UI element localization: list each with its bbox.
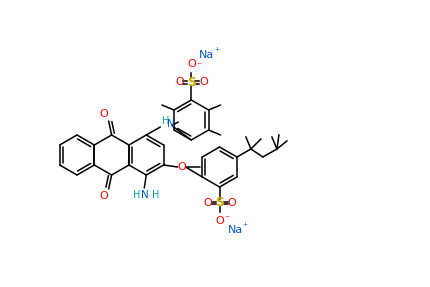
Text: ⁻: ⁻ <box>196 61 201 71</box>
Text: H: H <box>132 190 140 200</box>
Text: S: S <box>186 75 195 88</box>
Text: ⁺: ⁺ <box>214 47 219 57</box>
Text: Na: Na <box>199 50 214 60</box>
Text: O: O <box>99 191 108 201</box>
Text: O: O <box>227 198 236 208</box>
Text: N: N <box>167 119 175 129</box>
Text: O: O <box>177 162 186 172</box>
Text: O: O <box>199 77 207 87</box>
Text: ⁺: ⁺ <box>242 222 247 232</box>
Text: H: H <box>152 190 159 200</box>
Text: O: O <box>175 77 183 87</box>
Text: S: S <box>215 197 224 210</box>
Text: H: H <box>162 116 169 126</box>
Text: Na: Na <box>227 225 242 235</box>
Text: N: N <box>141 190 149 200</box>
Text: O: O <box>215 216 224 226</box>
Text: ⁻: ⁻ <box>224 214 229 224</box>
Text: O: O <box>99 109 108 119</box>
Text: O: O <box>203 198 212 208</box>
Text: O: O <box>187 59 195 69</box>
